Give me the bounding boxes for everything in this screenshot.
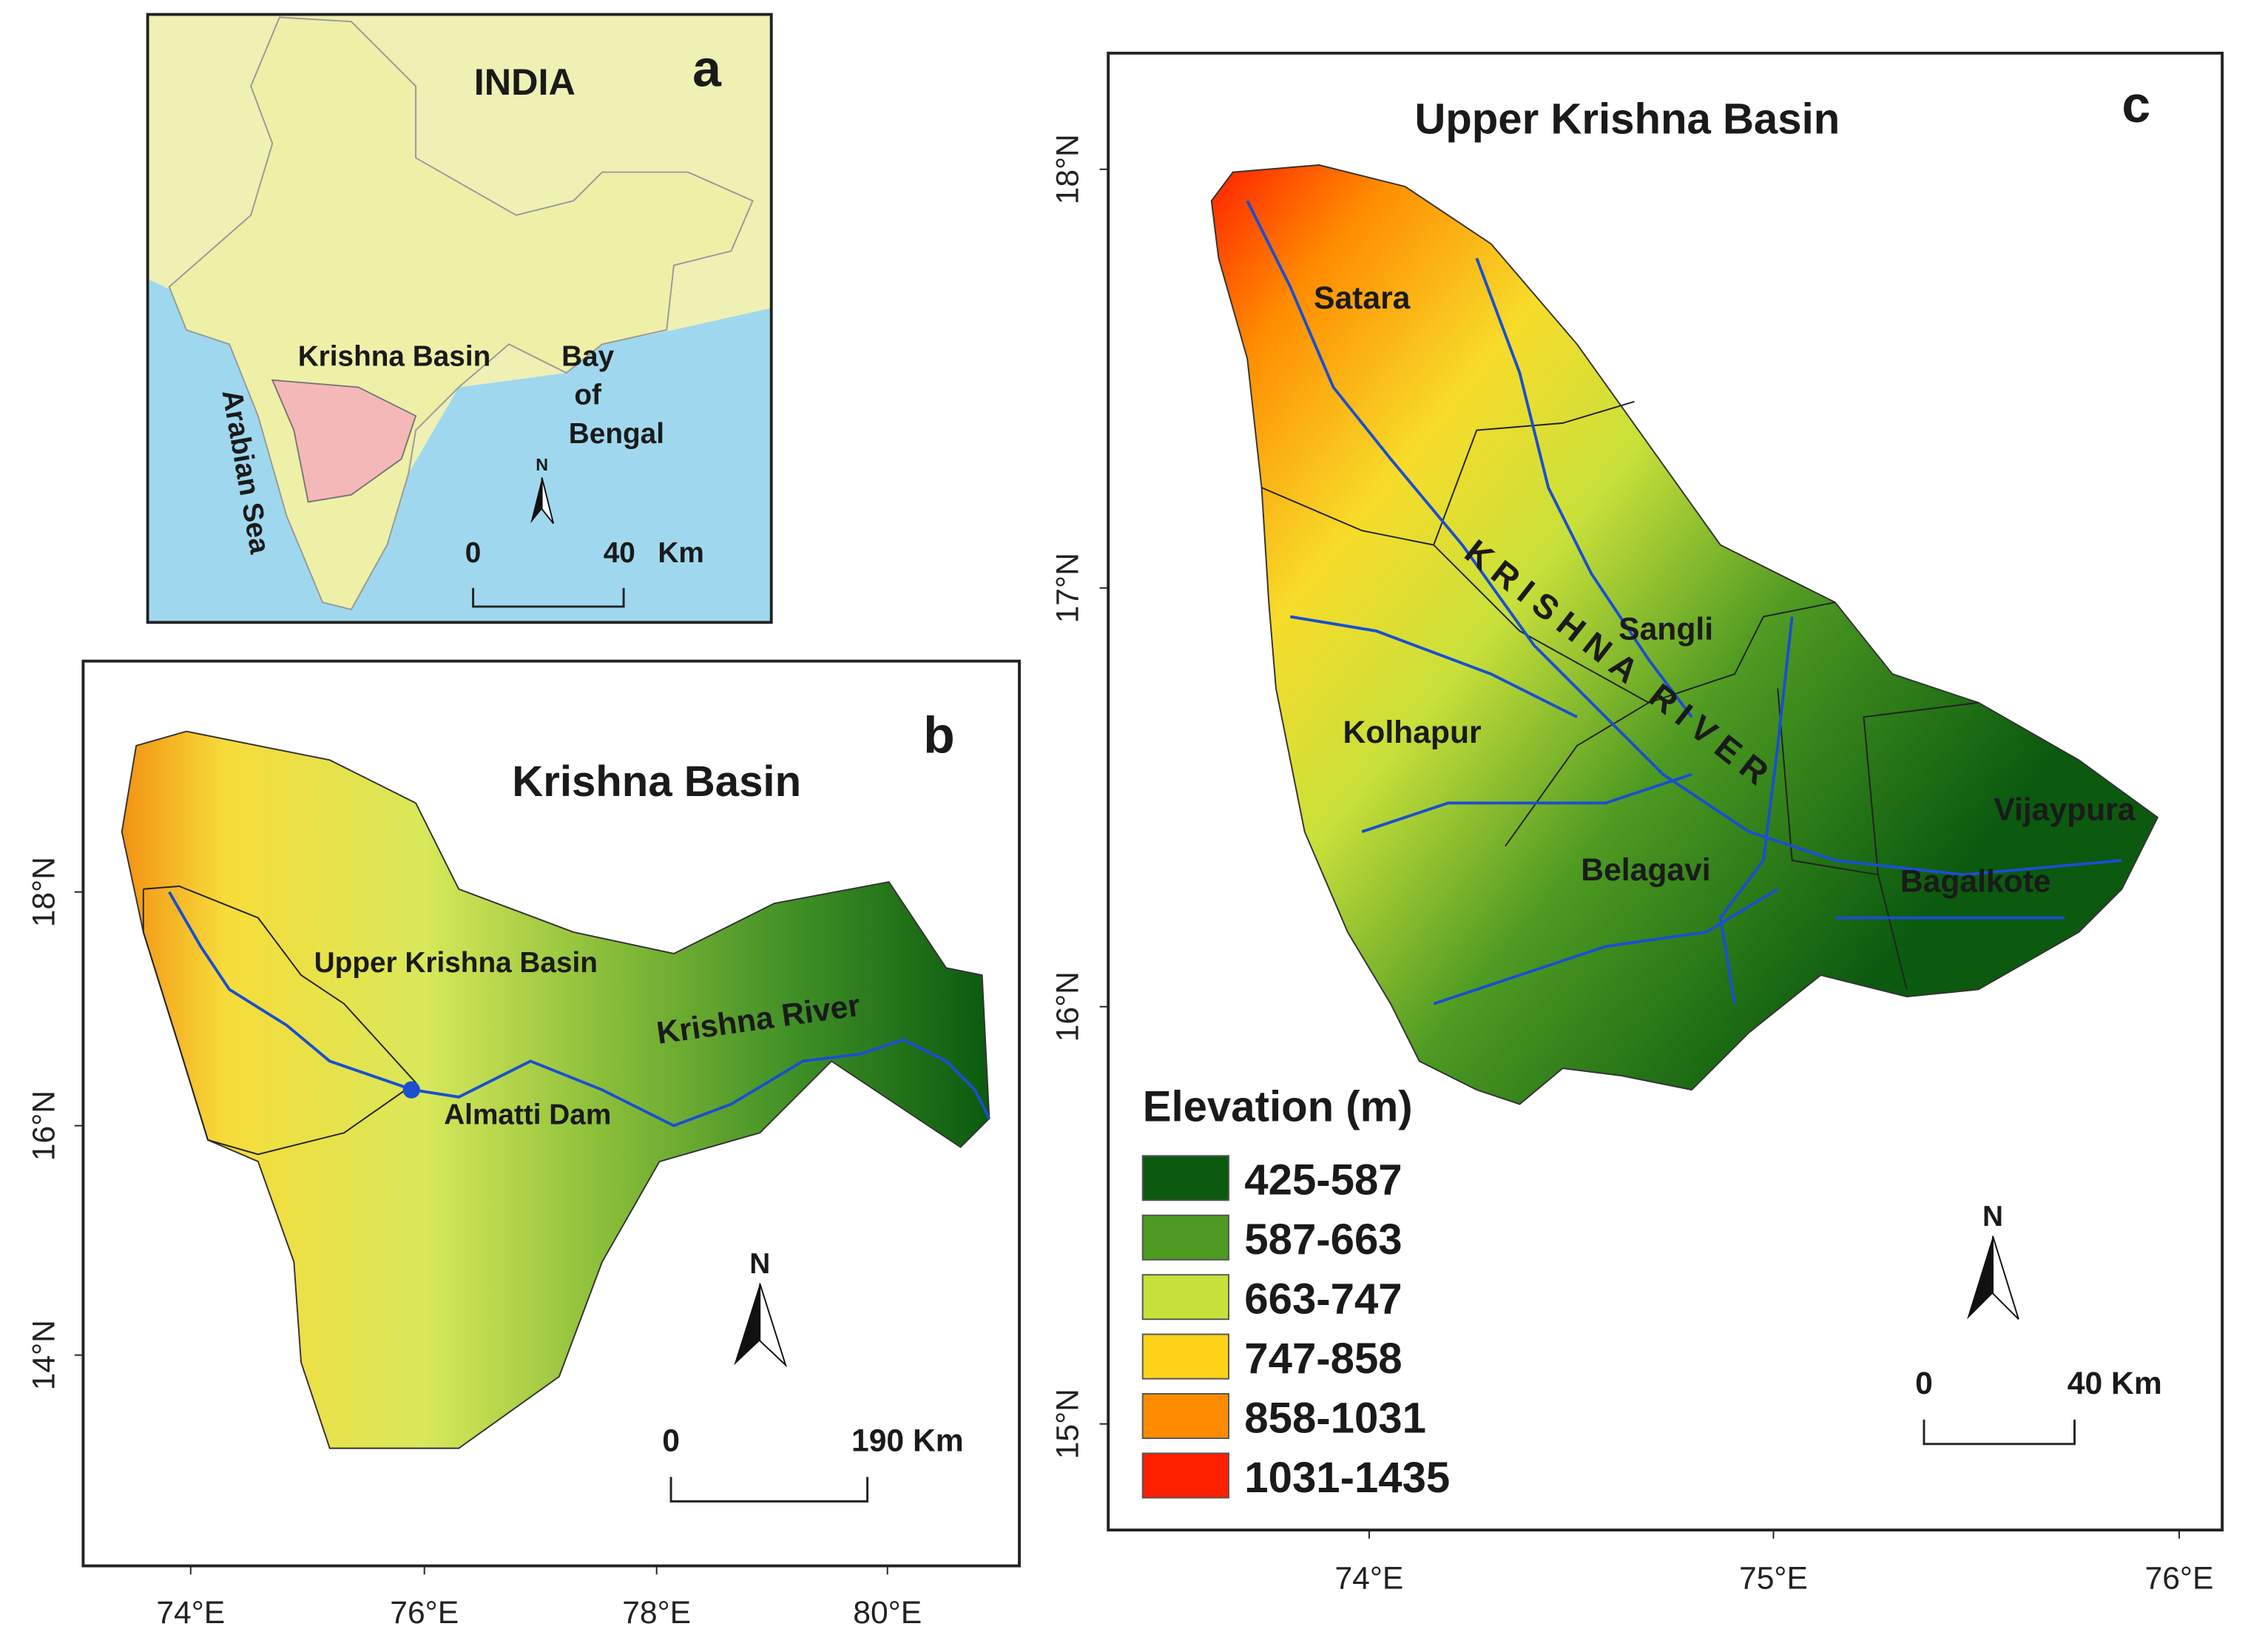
legend-label: 747-858 <box>1244 1335 1402 1383</box>
panel-title: Upper Krishna Basin <box>1414 95 1840 143</box>
krishna-basin-map <box>121 730 990 1449</box>
x-tick-label: 76°E <box>2145 1561 2214 1597</box>
bay-label: Bengal <box>569 418 664 450</box>
district-label: Belagavi <box>1581 852 1710 888</box>
y-tick-label: 14°N <box>27 1320 62 1390</box>
north-label: N <box>536 455 548 474</box>
panel-a: a INDIA Krishna Basin Bay of Bengal Arab… <box>146 13 773 624</box>
river <box>1433 888 1779 1005</box>
y-tick-label: 16°N <box>27 1090 62 1161</box>
axis-ticks: 18°N 16°N 14°N 74°E 76°E 78°E 80°E 18°N 17°N 16°N… <box>27 134 2214 1631</box>
river <box>168 891 991 1127</box>
scale-label: 40 <box>604 537 635 569</box>
rivers <box>1246 200 2122 1005</box>
river <box>1246 200 2122 877</box>
krishna-basin-shape <box>271 379 417 503</box>
legend-swatch <box>1141 1155 1229 1201</box>
district-label: Satara <box>1314 280 1411 316</box>
district-label: Bagalkote <box>1900 864 2051 900</box>
district-boundary <box>1505 701 1650 847</box>
x-tick-label: 74°E <box>156 1595 225 1631</box>
district-labels: Satara Sangli Kolhapur Belagavi Vijaypura Bag… <box>1314 280 2136 900</box>
y-tick-label: 15°N <box>1050 1389 1085 1459</box>
legend-swatch <box>1141 1214 1229 1261</box>
north-arrow <box>1967 1235 1994 1320</box>
panel-c-frame <box>1107 51 2224 1532</box>
scale-label: 40 Km <box>2068 1366 2162 1401</box>
y-tick-label: 18°N <box>1050 134 1085 204</box>
scale-bar <box>1923 1419 2076 1446</box>
y-tick-label: 17°N <box>1050 553 1085 623</box>
panel-letter: b <box>923 707 955 764</box>
country-label: INDIA <box>474 61 575 103</box>
y-tick-label: 16°N <box>1050 971 1085 1042</box>
river <box>1718 616 1794 1005</box>
legend-label: 425-587 <box>1244 1156 1402 1204</box>
district-boundary <box>1877 874 1908 990</box>
x-tick-label: 78°E <box>622 1595 691 1631</box>
legend-label: 1031-1435 <box>1244 1454 1450 1502</box>
panel-a-frame <box>146 13 773 624</box>
x-tick-label: 80°E <box>853 1595 922 1631</box>
bay-label: Bay <box>561 340 615 372</box>
legend-swatch <box>1141 1393 1229 1440</box>
legend-swatch <box>1141 1333 1229 1380</box>
x-tick-label: 76°E <box>390 1595 459 1631</box>
scale-bar <box>472 587 625 608</box>
north-arrow <box>1992 1235 2019 1320</box>
panel-letter: a <box>692 39 722 97</box>
panel-c: c Upper Krishna Basin KRISHNA RIVER Sata… <box>1107 51 2224 1532</box>
scale-label: 0 <box>662 1423 680 1459</box>
bay-label: of <box>574 380 601 411</box>
x-tick-label: 74°E <box>1334 1561 1403 1597</box>
legend-label: 858-1031 <box>1244 1394 1426 1442</box>
panel-b: b Krishna Basin Upper Krishna Basin Kris… <box>81 659 1021 1568</box>
x-tick-label: 75°E <box>1739 1561 1808 1597</box>
north-arrow <box>541 477 555 525</box>
district-label: Kolhapur <box>1343 715 1482 750</box>
legend-swatch <box>1141 1452 1229 1499</box>
north-arrow <box>759 1283 788 1368</box>
sub-basin-label: Upper Krishna Basin <box>314 947 598 979</box>
scale-label: Km <box>658 537 703 569</box>
dam-marker <box>402 1081 420 1099</box>
district-boundaries <box>1261 400 1979 990</box>
scale-label: 190 Km <box>851 1423 964 1459</box>
district-label: Vijaypura <box>1994 792 2135 828</box>
legend-label: 663-747 <box>1244 1275 1402 1323</box>
legend-title: Elevation (m) <box>1143 1083 1413 1131</box>
river <box>1290 615 1578 718</box>
scale-label: 0 <box>465 537 482 569</box>
north-label: N <box>1982 1201 2003 1233</box>
scale-label: 0 <box>1915 1366 1933 1401</box>
y-tick-label: 18°N <box>27 857 62 927</box>
north-arrow <box>734 1283 760 1366</box>
basin-label: Krishna Basin <box>298 340 491 372</box>
river <box>1361 772 1692 834</box>
legend-swatch <box>1141 1274 1229 1321</box>
panel-letter: c <box>2122 75 2150 133</box>
district-boundary <box>1433 544 1836 704</box>
legend-label: 587-663 <box>1244 1216 1402 1264</box>
panel-b-frame <box>81 659 1021 1568</box>
scale-bar <box>669 1477 869 1503</box>
legend: Elevation (m) 425-587 587-663 663-747 747-8… <box>1141 1083 1450 1502</box>
sea <box>149 280 770 621</box>
sub-basin-outline <box>142 885 417 1156</box>
district-boundary <box>1261 400 1635 546</box>
panel-title: Krishna Basin <box>512 758 801 806</box>
district-label: Sangli <box>1619 612 1713 647</box>
north-label: N <box>749 1248 770 1280</box>
dam-label: Almatti Dam <box>444 1099 611 1131</box>
river <box>1475 257 1693 718</box>
